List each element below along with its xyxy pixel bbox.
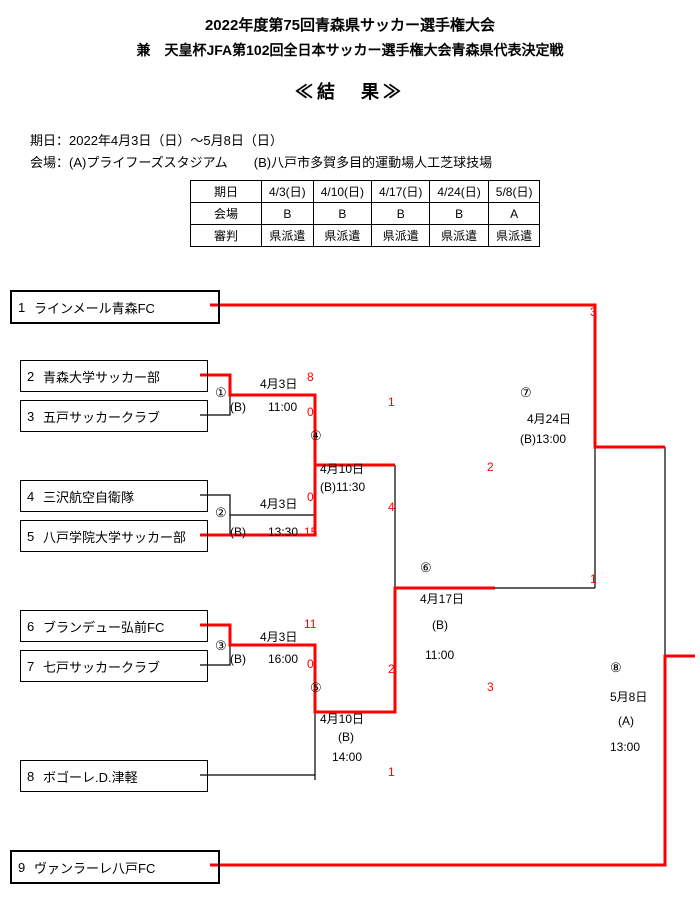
match-info: (B) [230,652,246,666]
team-name: ヴァンラーレ八戸FC [34,858,155,877]
match-info: 4月10日 [320,710,364,727]
row-header: 審判 [191,225,262,247]
team-name: ブランデュー弘前FC [43,617,164,636]
team-number: 6 [27,619,43,634]
team-name: 青森大学サッカー部 [43,367,160,386]
match-info: 4月3日 [260,495,297,512]
match-info: (B) [230,400,246,414]
match-number: ③ [215,638,227,654]
match-info: 4月17日 [420,590,464,607]
score: 2 [388,662,395,676]
match-number: ⑤ [310,680,322,696]
score: 3 [487,680,494,694]
score: 4 [388,500,395,514]
match-number: ② [215,505,227,521]
team-name: ラインメール青森FC [34,298,155,317]
team-box: 2青森大学サッカー部 [20,360,208,392]
match-number: ④ [310,428,322,444]
team-number: 5 [27,529,43,544]
score: 11 [304,617,316,631]
match-number: ⑦ [520,385,532,401]
match-info: 4月3日 [260,628,297,645]
score: 2 [487,460,494,474]
match-info: 13:30 [268,525,298,539]
team-box: 8ボゴーレ.D.津軽 [20,760,208,792]
match-info: (B) [432,618,448,632]
match-info: (B)13:00 [520,432,566,446]
score: 0 [307,490,314,504]
team-name: 三沢航空自衛隊 [43,487,134,506]
match-number: ⑥ [420,560,432,576]
team-number: 1 [18,300,34,315]
match-info: (B) [338,730,354,744]
score: 1 [590,572,597,586]
match-info: 14:00 [332,750,362,764]
team-number: 2 [27,369,43,384]
match-info: (B) [230,525,246,539]
score: 15 [304,525,317,539]
match-info: 4月24日 [527,410,571,427]
match-info: 11:00 [268,400,297,414]
result-heading: ≪結 果≫ [0,78,700,104]
score: 0 [307,405,314,419]
table-row: 審判 県派遣 県派遣 県派遣 県派遣 県派遣 [191,225,540,247]
score: 1 [388,395,395,409]
match-number: ⑧ [610,660,622,676]
team-number: 9 [18,860,34,875]
team-box: 3五戸サッカークラブ [20,400,208,432]
team-number: 3 [27,409,43,424]
team-box: 1ラインメール青森FC [10,290,220,324]
match-info: 4月10日 [320,460,364,477]
title-line1: 2022年度第75回青森県サッカー選手権大会 [0,14,700,35]
meta-dates: 期日：2022年4月3日（日）～5月8日（日） [30,130,283,149]
team-name: ボゴーレ.D.津軽 [43,767,138,786]
bracket-page: 2022年度第75回青森県サッカー選手権大会 兼 天皇杯JFA第102回全日本サ… [0,0,700,920]
row-header: 会場 [191,203,262,225]
team-box: 5八戸学院大学サッカー部 [20,520,208,552]
schedule-table: 期日 4/3(日) 4/10(日) 4/17(日) 4/24(日) 5/8(日)… [190,180,540,247]
team-box: 7七戸サッカークラブ [20,650,208,682]
team-name: 七戸サッカークラブ [43,657,160,676]
match-info: (B)11:30 [320,480,365,494]
row-header: 期日 [191,181,262,203]
score: 1 [388,765,395,779]
score: 0 [307,657,314,671]
meta-venues: 会場：(A)プライフーズスタジアム (B)八戸市多賀多目的運動場人工芝球技場 [30,152,492,171]
match-info: 5月8日 [610,688,647,705]
match-info: 13:00 [610,740,640,754]
match-info: 16:00 [268,652,298,666]
match-info: (A) [618,714,634,728]
team-name: 八戸学院大学サッカー部 [43,527,186,546]
score: 8 [307,370,314,384]
team-number: 8 [27,769,43,784]
team-name: 五戸サッカークラブ [43,407,160,426]
table-row: 期日 4/3(日) 4/10(日) 4/17(日) 4/24(日) 5/8(日) [191,181,540,203]
title-line2: 兼 天皇杯JFA第102回全日本サッカー選手権大会青森県代表決定戦 [0,40,700,60]
match-info: 11:00 [425,648,454,662]
team-box: 4三沢航空自衛隊 [20,480,208,512]
team-number: 4 [27,489,43,504]
team-box: 9ヴァンラーレ八戸FC [10,850,220,884]
match-number: ① [215,385,227,401]
team-number: 7 [27,659,43,674]
match-info: 4月3日 [260,375,297,392]
table-row: 会場 B B B B A [191,203,540,225]
score: 3 [590,305,597,319]
team-box: 6ブランデュー弘前FC [20,610,208,642]
